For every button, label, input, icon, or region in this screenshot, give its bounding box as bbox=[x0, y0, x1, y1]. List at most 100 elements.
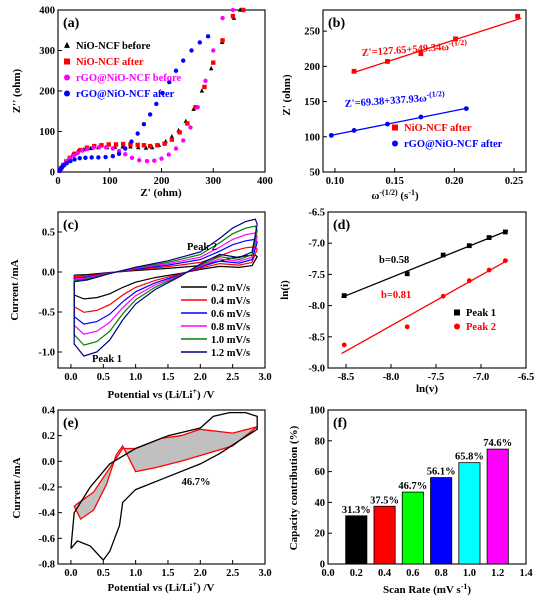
y-tick-label: 400 bbox=[39, 6, 55, 17]
y-tick-label: -7.5 bbox=[308, 270, 325, 281]
x-tick-label: -7.5 bbox=[428, 372, 445, 383]
data-point bbox=[195, 105, 200, 110]
data-point bbox=[502, 229, 508, 235]
x-tick-label: 3.0 bbox=[258, 372, 271, 383]
data-point bbox=[129, 155, 135, 161]
y-tick-label: -8.5 bbox=[308, 332, 325, 343]
data-point bbox=[96, 155, 101, 160]
legend-label-6: 1.2 mV/s bbox=[211, 348, 250, 359]
data-point bbox=[72, 157, 77, 162]
data-point bbox=[208, 65, 214, 71]
bar-6 bbox=[486, 448, 509, 565]
y-tick-label: 0 bbox=[50, 168, 55, 179]
y-tick-label: -0.4 bbox=[38, 508, 55, 519]
data-point bbox=[123, 151, 128, 157]
data-point bbox=[147, 143, 153, 149]
panel-label: (d) bbox=[333, 218, 350, 233]
legend-peak-2: Peak 2 bbox=[466, 322, 496, 333]
data-point bbox=[486, 267, 492, 273]
plot-frame bbox=[322, 9, 527, 173]
y-tick-label: 0.2 bbox=[42, 431, 55, 442]
y-tick-label: -0.2 bbox=[38, 483, 55, 494]
y-tick-label: 100 bbox=[304, 132, 320, 143]
y-tick-label: 300 bbox=[39, 46, 55, 57]
x-axis-label: Scan Rate (mV s-1) bbox=[383, 582, 471, 597]
plot-frame bbox=[327, 211, 527, 369]
data-point bbox=[220, 15, 225, 21]
data-point bbox=[71, 153, 76, 158]
data-point bbox=[230, 13, 236, 19]
legend-nio-before: NiO-NCF before bbox=[76, 41, 151, 52]
fit-line bbox=[351, 17, 522, 74]
data-point bbox=[328, 132, 334, 138]
fit-line bbox=[341, 229, 509, 299]
x-tick-label: 0.10 bbox=[326, 176, 344, 187]
annotation-b1: b=0.58 bbox=[379, 255, 409, 266]
x-axis-label: Potential vs (Li/Li+) /V bbox=[108, 580, 215, 595]
legend-marker bbox=[454, 309, 460, 316]
y-tick-label: -9.0 bbox=[308, 364, 325, 375]
y-axis-label: Current /mA bbox=[9, 259, 21, 320]
x-tick-label: 400 bbox=[257, 176, 273, 187]
panel-a: 0 100 200 300 400 0 100 200 300 400 (a) NiO-NCF bef… bbox=[11, 6, 273, 200]
data-point bbox=[199, 88, 205, 93]
y-axis-label: ln(i) bbox=[279, 280, 291, 300]
y-tick-label: 0.5 bbox=[42, 228, 55, 239]
data-point bbox=[121, 141, 126, 147]
x-tick-label: 2.0 bbox=[194, 568, 207, 579]
x-tick-label: 0.0 bbox=[64, 568, 77, 579]
legend-marker bbox=[454, 323, 460, 330]
annotation-peak-2: Peak 2 bbox=[187, 242, 217, 253]
y-tick-label: 200 bbox=[39, 87, 55, 98]
data-point bbox=[75, 150, 80, 156]
y-axis-label: Current /mA bbox=[11, 457, 23, 518]
panel-d: -8.5 -8.0 -7.5 -7.0 -6.5 -9.0 -8.5 -8.0 -7.5 -7.0… bbox=[279, 208, 534, 396]
data-point bbox=[155, 143, 160, 148]
data-point bbox=[230, 7, 236, 13]
data-point bbox=[167, 79, 172, 85]
bar-4 bbox=[430, 477, 453, 565]
x-tick-label: -8.0 bbox=[383, 372, 400, 383]
data-point bbox=[351, 128, 357, 133]
x-tick-label: 2.5 bbox=[226, 568, 239, 579]
bar-5 bbox=[458, 462, 481, 565]
legend-label-1: 0.2 mV/s bbox=[211, 283, 250, 294]
y-tick-label: -8.0 bbox=[308, 301, 325, 312]
legend-label-4: 0.8 mV/s bbox=[211, 322, 250, 333]
legend-marker bbox=[64, 90, 70, 97]
data-point bbox=[97, 144, 102, 150]
x-tick-label: 1.5 bbox=[161, 568, 174, 579]
x-tick-label: 1.0 bbox=[463, 568, 476, 579]
cv-curve-3 bbox=[73, 238, 258, 325]
x-tick-label: 0.0 bbox=[64, 372, 77, 383]
data-point bbox=[113, 142, 119, 147]
capacitive-region bbox=[73, 426, 258, 521]
y-tick-label: 0.0 bbox=[42, 268, 55, 279]
legend-marker bbox=[64, 41, 70, 48]
data-point bbox=[185, 121, 190, 126]
y-tick-label: 20 bbox=[315, 529, 326, 540]
x-tick-label: 1.2 bbox=[491, 568, 504, 579]
x-axis-label: ln(v) bbox=[416, 383, 438, 395]
data-point bbox=[77, 156, 82, 161]
data-point bbox=[466, 278, 472, 284]
legend-nio-after: NiO-NCF after bbox=[76, 57, 144, 68]
x-tick-label: 0.20 bbox=[445, 176, 463, 187]
y-tick-label: 100 bbox=[309, 406, 325, 417]
data-point bbox=[72, 151, 77, 156]
data-point bbox=[203, 78, 208, 84]
legend-rgo-after: rGO@NiO-NCF after bbox=[404, 139, 503, 150]
x-tick-label: 0.8 bbox=[435, 568, 448, 579]
x-tick-label: 200 bbox=[154, 176, 170, 187]
data-point bbox=[486, 235, 492, 240]
data-point bbox=[463, 106, 469, 112]
data-point bbox=[189, 48, 194, 53]
data-point bbox=[515, 13, 521, 19]
annotation-b2: b=0.81 bbox=[381, 290, 411, 301]
data-point bbox=[135, 142, 140, 148]
data-point bbox=[169, 137, 175, 142]
legend-marker bbox=[392, 124, 398, 131]
data-point bbox=[220, 38, 225, 43]
panel-label: (c) bbox=[63, 218, 79, 233]
